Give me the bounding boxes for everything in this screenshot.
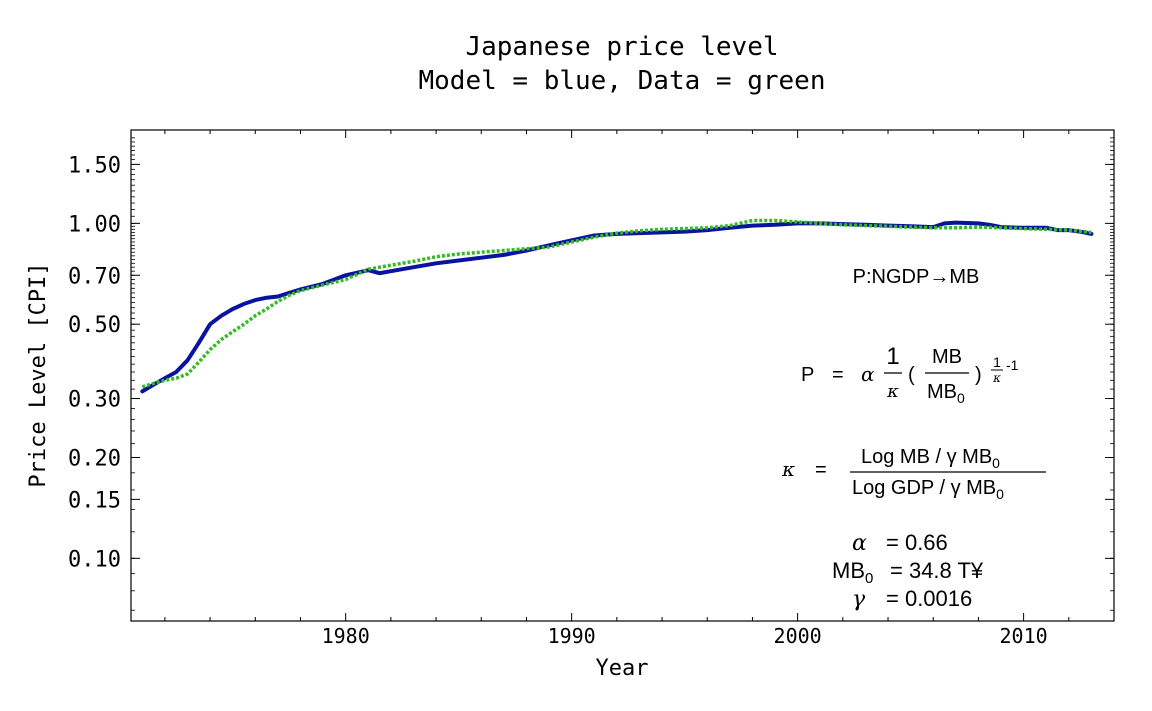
chart-title: Japanese price level xyxy=(465,32,778,62)
p-formula-rparen: ) xyxy=(975,364,982,386)
kappa-formula-numerator: Log MB / γ MB0 xyxy=(861,446,1000,471)
p-formula-exp-minus: -1 xyxy=(1006,357,1019,373)
param-alpha-value: = 0.66 xyxy=(886,530,948,555)
x-axis-tick-labels: 1980 1990 2000 2010 xyxy=(322,624,1048,648)
kappa-formula: κ = Log MB / γ MB0 Log GDP / γ MB0 xyxy=(781,446,1046,502)
p-formula-eq: = xyxy=(832,364,844,386)
p-formula-lparen: ( xyxy=(908,364,915,386)
y-tick-label: 0.15 xyxy=(68,488,121,513)
x-axis-ticks xyxy=(164,130,1115,621)
p-formula-mb0: MB0 xyxy=(927,381,965,406)
p-formula-mb0-sub: 0 xyxy=(957,390,965,406)
p-formula-kappa: κ xyxy=(886,381,899,402)
x-tick-label: 2010 xyxy=(1000,624,1048,648)
param-gamma-symbol: γ xyxy=(852,587,866,612)
plot-frame xyxy=(130,129,1115,622)
p-formula-lhs: P xyxy=(801,364,814,386)
parameters: α = 0.66 MB0 = 34.8 T¥ γ = 0.0016 xyxy=(832,530,984,612)
series-layer xyxy=(140,218,1094,394)
x-tick-label: 1980 xyxy=(322,624,370,648)
param-mb0-value: = 34.8 T¥ xyxy=(890,558,984,583)
param-mb0-symbol: MB0 xyxy=(832,558,873,587)
p-formula-one: 1 xyxy=(886,343,899,370)
kappa-formula-eq: = xyxy=(815,459,827,481)
p-formula-mb0-base: MB xyxy=(927,381,957,403)
p-formula-exp-kappa: κ xyxy=(992,371,1001,385)
y-tick-label: 0.50 xyxy=(68,313,121,338)
p-formula-alpha: α xyxy=(861,362,875,386)
y-axis-tick-labels: 0.10 0.15 0.20 0.30 0.50 0.70 1.00 1.50 xyxy=(68,153,121,572)
x-tick-label: 2000 xyxy=(774,624,822,648)
y-axis-ticks xyxy=(131,137,1114,611)
kappa-formula-lhs: κ xyxy=(781,457,795,481)
y-tick-label: 0.70 xyxy=(68,264,121,289)
kappa-formula-denominator-text: Log GDP / γ MB xyxy=(852,477,996,499)
kappa-formula-denominator: Log GDP / γ MB0 xyxy=(852,477,1004,502)
mapping-annotation: P:NGDP→MB xyxy=(853,266,980,288)
p-formula-exp-one: 1 xyxy=(993,354,1001,370)
y-axis-label: Price Level [CPI] xyxy=(26,262,51,487)
x-axis-label: Year xyxy=(596,656,649,681)
chart-subtitle: Model = blue, Data = green xyxy=(419,66,826,96)
x-tick-label: 1990 xyxy=(548,624,596,648)
param-alpha-symbol: α xyxy=(852,531,867,556)
y-tick-label: 1.50 xyxy=(68,153,121,178)
y-tick-label: 0.20 xyxy=(68,446,121,471)
y-tick-label: 1.00 xyxy=(68,212,121,237)
param-mb0-base: MB xyxy=(832,558,865,583)
series-line-data xyxy=(141,218,1092,389)
kappa-formula-numerator-text: Log MB / γ MB xyxy=(861,446,992,468)
y-tick-label: 0.30 xyxy=(68,388,121,413)
y-tick-label: 0.10 xyxy=(68,547,121,572)
kappa-formula-numerator-sub: 0 xyxy=(992,455,1000,471)
param-gamma-value: = 0.0016 xyxy=(886,586,972,611)
p-formula-mb: MB xyxy=(932,346,962,368)
param-mb0-sub: 0 xyxy=(865,570,873,587)
p-formula: P = α 1 κ ( MB MB0 ) 1 κ -1 xyxy=(801,343,1019,406)
kappa-formula-denominator-sub: 0 xyxy=(996,486,1004,502)
